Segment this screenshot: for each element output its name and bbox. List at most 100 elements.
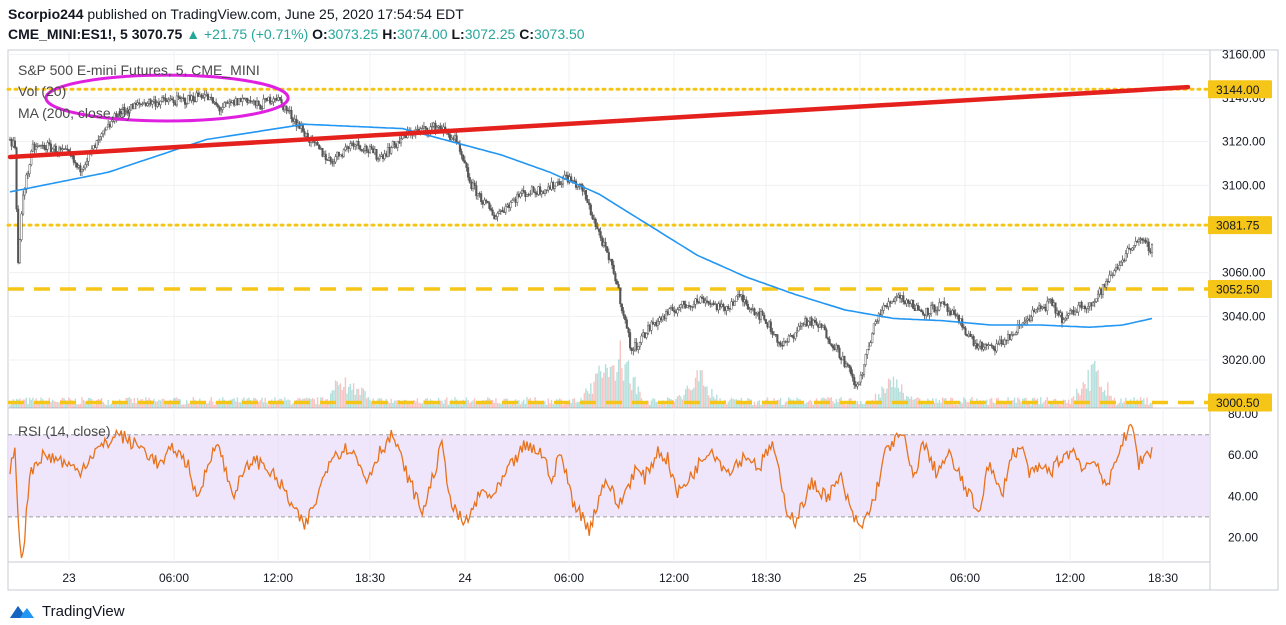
candle-body bbox=[737, 294, 740, 297]
candle-body bbox=[1095, 298, 1098, 302]
candle-body bbox=[1056, 310, 1059, 314]
volume-legend[interactable]: Vol (20) bbox=[18, 83, 67, 99]
red-trendline bbox=[7, 84, 1191, 160]
candle-body bbox=[632, 349, 635, 351]
volume-bar bbox=[729, 399, 731, 408]
candle-body bbox=[1003, 339, 1006, 345]
candle-body bbox=[789, 335, 792, 337]
ma200-line bbox=[9, 123, 1153, 329]
candle-body bbox=[980, 341, 983, 350]
volume-bar bbox=[122, 404, 124, 408]
volume-bar bbox=[1097, 370, 1099, 408]
candle-body bbox=[1088, 302, 1091, 307]
volume-bar bbox=[156, 401, 158, 408]
candle-body bbox=[512, 198, 515, 201]
candle-body bbox=[431, 125, 434, 128]
volume-bar bbox=[642, 402, 644, 408]
candle-body bbox=[82, 167, 85, 170]
candle-body bbox=[722, 304, 725, 308]
volume-bar bbox=[323, 403, 325, 408]
candle-body bbox=[33, 143, 36, 151]
candle-body bbox=[1083, 305, 1086, 310]
volume-bar bbox=[609, 366, 612, 408]
candle-body bbox=[1106, 281, 1109, 283]
candle-body bbox=[740, 294, 743, 297]
volume-bar bbox=[392, 402, 394, 408]
series-title[interactable]: S&P 500 E-mini Futures, 5, CME_MINI bbox=[18, 62, 260, 78]
ellipse-group[interactable] bbox=[44, 73, 290, 123]
candle-body bbox=[633, 342, 637, 351]
volume-bar bbox=[923, 404, 926, 408]
ma-legend[interactable]: MA (200, close, 0) bbox=[18, 105, 131, 121]
volume-bar bbox=[804, 403, 806, 408]
candle-body bbox=[187, 95, 190, 104]
candle-body bbox=[573, 180, 576, 182]
volume-bar bbox=[783, 404, 785, 408]
candle-body bbox=[584, 189, 587, 200]
candle-body bbox=[105, 126, 108, 131]
candle-body bbox=[576, 186, 579, 188]
candle-body bbox=[609, 258, 612, 261]
candle-body bbox=[990, 344, 993, 347]
candle-body bbox=[18, 239, 21, 263]
volume-bar bbox=[989, 398, 991, 408]
time-tick-label: 23 bbox=[62, 571, 76, 585]
rsi-legend[interactable]: RSI (14, close) bbox=[18, 423, 111, 439]
candle-body bbox=[200, 94, 203, 98]
candle-body bbox=[288, 110, 291, 112]
time-axis-labels[interactable]: 23 06:00 12:00 18:30 24 06:00 12:00 18:30 25 06:0… bbox=[62, 571, 1178, 585]
candle-body bbox=[220, 109, 223, 112]
candle-body bbox=[637, 346, 640, 350]
tradingview-logo[interactable]: TradingView bbox=[8, 602, 125, 620]
candle-body bbox=[290, 110, 293, 120]
volume-bar bbox=[467, 400, 469, 408]
volume-bar bbox=[262, 402, 265, 408]
volume-bar bbox=[508, 404, 510, 408]
candle-body bbox=[720, 304, 723, 307]
volume-bar bbox=[421, 403, 423, 408]
candle-body bbox=[817, 324, 820, 328]
volume-bar bbox=[483, 400, 486, 408]
candle-body bbox=[818, 323, 821, 328]
volume-bar bbox=[915, 398, 918, 408]
volume-bar bbox=[542, 400, 545, 408]
volume-bar bbox=[364, 390, 366, 408]
volume-bar bbox=[771, 402, 774, 408]
candle-body bbox=[678, 307, 681, 310]
candle-body bbox=[815, 321, 818, 326]
candle-body bbox=[378, 156, 381, 159]
volume-bar bbox=[758, 400, 761, 408]
candle-body bbox=[391, 141, 394, 148]
candle-body bbox=[1144, 239, 1147, 243]
candle-body bbox=[373, 148, 376, 154]
volume-bar bbox=[732, 399, 734, 408]
volume-bar bbox=[84, 401, 86, 408]
candle-body bbox=[272, 98, 275, 103]
author-name[interactable]: Scorpio244 bbox=[8, 6, 84, 22]
volume-bar bbox=[78, 404, 80, 408]
volume-bar bbox=[887, 378, 890, 408]
candle-body bbox=[287, 109, 290, 112]
candle-body bbox=[509, 202, 512, 208]
candle-body bbox=[987, 344, 990, 346]
volume-bar bbox=[1148, 404, 1150, 408]
volume-bar bbox=[472, 400, 474, 408]
candle-body bbox=[844, 363, 848, 367]
volume-bar bbox=[383, 401, 386, 408]
candle-body bbox=[254, 100, 257, 106]
volume-bar bbox=[946, 403, 949, 408]
candle-body bbox=[925, 307, 928, 316]
volume-bar bbox=[689, 390, 692, 408]
candle-body bbox=[385, 153, 388, 157]
candle-body bbox=[900, 295, 903, 299]
volume-bar bbox=[1026, 401, 1029, 408]
candle-body bbox=[61, 148, 64, 151]
trendline-group[interactable] bbox=[7, 84, 1191, 160]
candle-body bbox=[812, 320, 815, 326]
candle-body bbox=[208, 96, 211, 100]
volume-bar bbox=[1046, 397, 1048, 408]
volume-bar bbox=[1018, 399, 1021, 408]
volume-bar bbox=[810, 401, 813, 408]
volume-bar bbox=[1066, 402, 1068, 408]
